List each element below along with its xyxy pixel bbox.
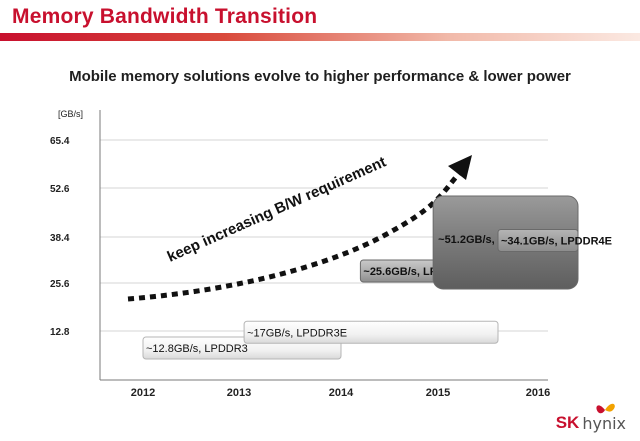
bandwidth-bar [497,228,579,252]
page-title: Memory Bandwidth Transition [12,5,318,28]
logo-sk-text: SK [555,413,580,432]
x-tick-label: 2016 [526,387,550,399]
sk-hynix-logo: SK hynix [556,405,626,433]
bar-label: ~34.1GB/s, LPDDR4E [501,235,612,247]
y-tick-label: 65.4 [50,136,70,147]
bandwidth-bar-group: ~17GB/s, LPDDR3E [243,320,499,344]
y-axis-unit-label: [GB/s] [58,109,83,119]
bandwidth-bars: ~12.8GB/s, LPDDR3~17GB/s, LPDDR3E~25.6GB… [142,195,612,360]
x-tick-label: 2014 [329,387,354,399]
y-tick-label: 52.6 [50,184,70,195]
bar-label: ~12.8GB/s, LPDDR3 [146,343,248,355]
bar-label: ~17GB/s, LPDDR3E [247,327,347,339]
sk-butterfly-icon [596,403,615,414]
bandwidth-bar [243,320,499,344]
x-tick-label: 2012 [131,387,155,399]
x-tick-label: 2013 [227,387,251,399]
y-tick-label: 38.4 [50,233,70,244]
trend-arrow-head [448,155,472,180]
chart-subtitle: Mobile memory solutions evolve to higher… [69,68,571,85]
title-underline [0,33,640,41]
y-tick-labels: 12.8 25.6 38.4 52.6 65.4 [50,136,70,338]
trend-arrow-curve [127,168,464,302]
logo-hynix-text: hynix [582,414,626,433]
y-tick-label: 12.8 [50,327,70,338]
x-tick-label: 2015 [426,387,450,399]
y-tick-label: 25.6 [50,279,70,290]
x-tick-labels: 2012 2013 2014 2015 2016 [131,387,550,399]
bandwidth-bar-group: ~34.1GB/s, LPDDR4E [497,228,612,252]
